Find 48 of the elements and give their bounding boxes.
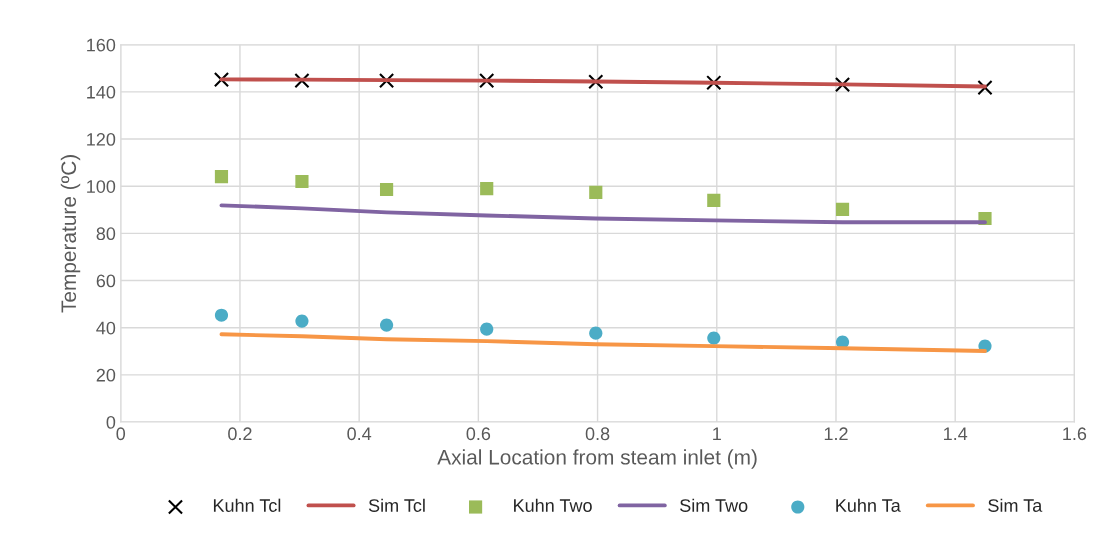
point — [977, 80, 993, 96]
x-tick-label: 1.6 — [1063, 427, 1087, 441]
y-tick-label: 60 — [96, 274, 116, 288]
legend-label: Sim Tcl — [368, 498, 425, 512]
legend-label: Sim Two — [680, 498, 748, 512]
point — [589, 326, 603, 340]
y-tick-label: 160 — [87, 38, 116, 52]
point — [295, 174, 309, 189]
point — [480, 322, 494, 336]
line-series — [219, 77, 987, 89]
point — [213, 72, 230, 88]
point — [480, 181, 494, 196]
point — [214, 308, 229, 322]
y-tick-label: 80 — [96, 227, 116, 241]
x-tick-label: 1 — [713, 427, 721, 440]
point — [295, 314, 309, 328]
y-tick-label: 120 — [87, 133, 116, 146]
point — [378, 72, 395, 89]
x-tick-label: 0.2 — [228, 427, 252, 441]
point — [707, 193, 721, 207]
y-tick-label: 0 — [106, 415, 116, 429]
y-tick-label: 140 — [87, 85, 116, 99]
y-tick-label: 20 — [96, 368, 116, 382]
point — [379, 318, 394, 332]
point — [589, 185, 603, 199]
legend-label: Kuhn Two — [514, 498, 592, 512]
point — [379, 182, 394, 197]
legend-label: Kuhn Tcl — [213, 498, 281, 512]
x-tick-label: 0.6 — [466, 427, 491, 441]
point — [707, 331, 721, 345]
point — [834, 76, 851, 93]
y-tick-label: 40 — [96, 321, 116, 335]
point — [706, 75, 722, 91]
y-axis-title: Temperature (ºC) — [60, 155, 81, 313]
x-tick-label: 0.8 — [585, 427, 610, 441]
point — [588, 74, 604, 90]
point — [479, 72, 495, 89]
x-axis-title: Axial Location from steam inlet (m) — [437, 449, 757, 469]
x-tick-label: 0 — [116, 427, 126, 441]
legend-label: Kuhn Ta — [836, 498, 901, 512]
x-tick-label: 0.4 — [347, 427, 372, 441]
point — [294, 72, 310, 89]
x-tick-label: 1.2 — [824, 427, 848, 440]
point — [835, 202, 850, 216]
legend-label: Sim Ta — [988, 498, 1043, 512]
point — [214, 169, 229, 184]
y-tick-label: 100 — [87, 180, 116, 193]
x-tick-label: 1.4 — [944, 427, 968, 440]
